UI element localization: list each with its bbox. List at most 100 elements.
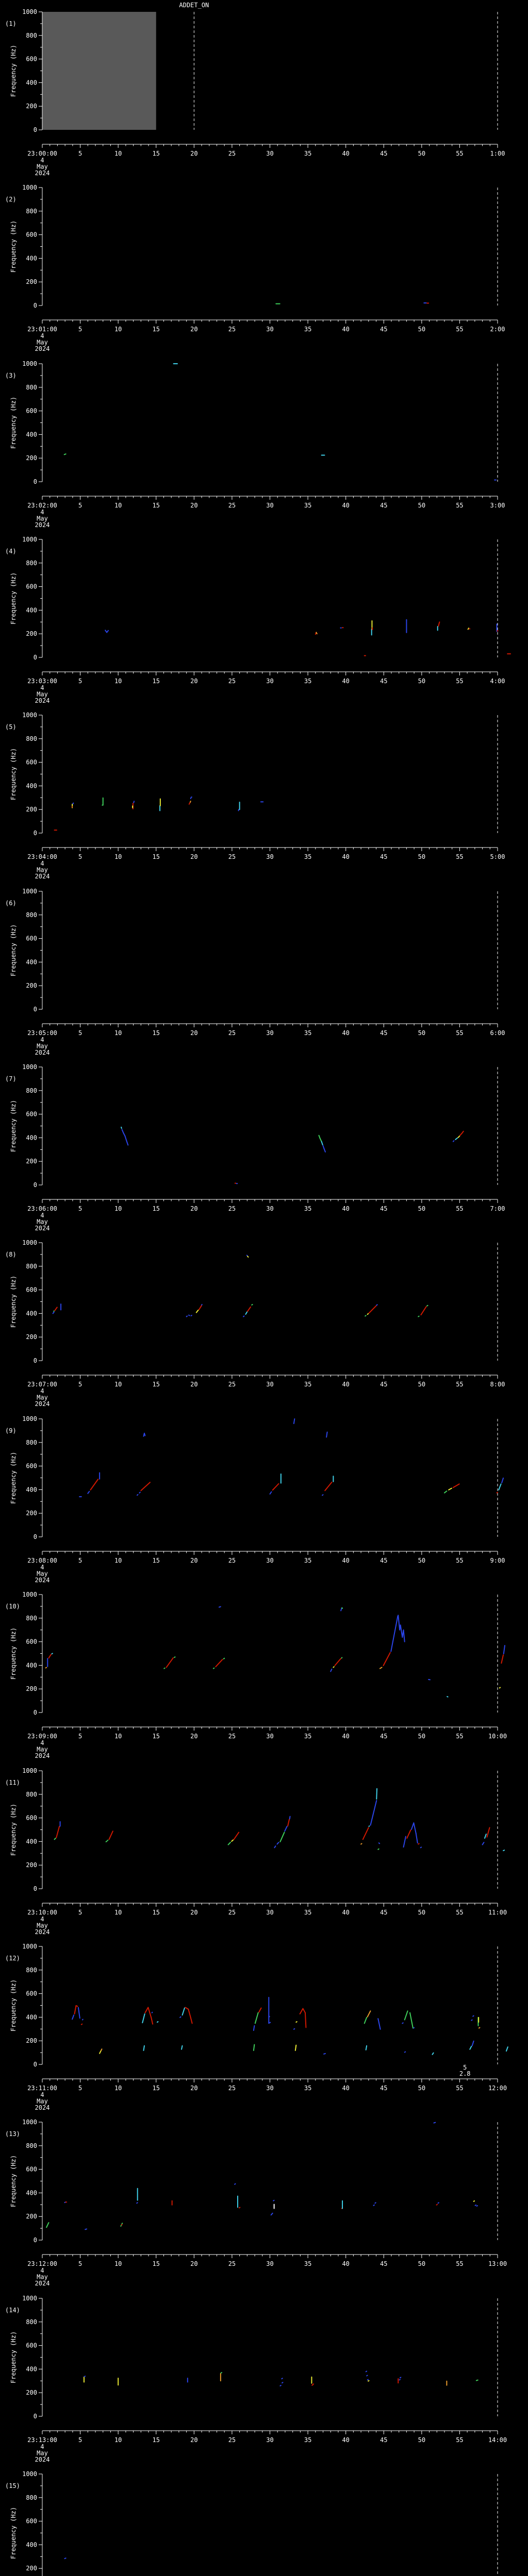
y-tick-label: 0 [34, 829, 37, 837]
detection-mark [455, 1137, 458, 1140]
y-tick-label: 800 [26, 2318, 37, 2326]
detection-mark [377, 2018, 381, 2030]
x-end-time-label: 7:00 [490, 1205, 505, 1212]
detection-mark [505, 2046, 508, 2052]
date-label: 4 [40, 1739, 44, 1747]
panel-7-canvas: 0 200 400 600 800 1000 Frequency (Hz) (7) 23:06:… [5, 1063, 505, 1231]
detection-mark [383, 1652, 391, 1666]
x-tick-label: 50 [418, 677, 425, 685]
x-tick-label: 25 [228, 853, 236, 860]
detection-mark [330, 1668, 333, 1672]
detection-mark [272, 1483, 279, 1491]
detection-mark [143, 1432, 146, 1436]
x-tick-label: 10 [114, 326, 122, 333]
detection-mark [54, 1307, 58, 1311]
x-tick-label: 50 [418, 326, 425, 333]
y-tick-label: 1000 [22, 184, 37, 191]
date-label: 2024 [35, 2104, 50, 2111]
x-tick-label: 25 [228, 502, 236, 509]
panel-3: 0 200 400 600 800 1000 Frequency (Hz) (3) 23:02:… [0, 352, 528, 528]
x-start-time-label: 23:01:00 [27, 326, 57, 333]
detection-mark [247, 1306, 251, 1312]
x-start-time-label: 23:02:00 [27, 502, 57, 509]
detection-mark [80, 2023, 83, 2025]
detection-mark [72, 2014, 75, 2020]
y-tick-label: 1000 [22, 360, 37, 367]
detection-mark [474, 2204, 477, 2206]
x-tick-label: 5 [78, 150, 82, 157]
x-tick-label: 15 [153, 1909, 160, 1916]
y-tick-label: 0 [34, 1709, 37, 1716]
y-axis-title: Frequency (Hz) [10, 1979, 17, 2031]
x-tick-label: 15 [153, 2260, 160, 2267]
x-tick-label: 35 [304, 1557, 311, 1564]
x-tick-label: 40 [342, 2436, 349, 2444]
x-tick-label: 20 [190, 150, 197, 157]
date-label: May [37, 339, 48, 346]
x-tick-label: 15 [153, 1205, 160, 1212]
detection-mark [469, 2045, 472, 2050]
y-tick-label: 200 [26, 454, 37, 462]
y-tick-label: 400 [26, 606, 37, 614]
y-tick-label: 600 [26, 231, 37, 239]
date-label: 4 [40, 2267, 44, 2274]
panel-8: 0 200 400 600 800 1000 Frequency (Hz) (8) 23:07:… [0, 1231, 528, 1407]
detection-mark [438, 621, 440, 627]
detection-mark [282, 2382, 284, 2384]
x-tick-label: 45 [380, 326, 387, 333]
x-tick-label: 45 [380, 853, 387, 860]
x-end-time-label: 4:00 [490, 677, 505, 685]
x-tick-label: 5 [78, 326, 82, 333]
y-tick-label: 1000 [22, 2119, 37, 2126]
detection-mark [486, 1827, 490, 1838]
y-tick-label: 0 [34, 1181, 37, 1189]
x-tick-label: 15 [153, 326, 160, 333]
x-tick-label: 45 [380, 2084, 387, 2092]
detection-mark [379, 1667, 383, 1669]
x-tick-label: 30 [266, 1381, 273, 1388]
panel-13: 0 200 400 600 800 1000 Frequency (Hz) (13) 23:12… [0, 2110, 528, 2286]
y-tick-label: 200 [26, 806, 37, 813]
x-start-time-label: 23:12:00 [27, 2260, 57, 2267]
y-tick-label: 1000 [22, 1767, 37, 1774]
detection-mark [373, 2204, 375, 2206]
detection-mark [54, 1837, 56, 1840]
x-tick-label: 55 [456, 150, 463, 157]
x-tick-label: 10 [114, 1381, 122, 1388]
x-tick-label: 40 [342, 853, 349, 860]
detection-mark [144, 2007, 149, 2013]
y-tick-label: 0 [34, 2236, 37, 2244]
x-tick-label: 15 [153, 1029, 160, 1037]
date-label: 4 [40, 1036, 44, 1043]
x-tick-label: 15 [153, 2084, 160, 2092]
panel-1-canvas: 0 200 400 600 800 1000 Frequency (Hz) (1) 23:00:… [5, 8, 505, 176]
x-end-time-label: 13:00 [488, 2260, 507, 2267]
detection-mark [376, 1304, 378, 1306]
x-tick-label: 25 [228, 150, 236, 157]
y-tick-label: 1000 [22, 2470, 37, 2478]
detection-mark [482, 1842, 485, 1845]
detection-mark [269, 1491, 272, 1495]
detection-mark [220, 2372, 223, 2374]
x-tick-label: 20 [190, 853, 197, 860]
panel-2: 0 200 400 600 800 1000 Frequency (Hz) (2) 23:01:… [0, 176, 528, 352]
date-label: May [37, 163, 48, 171]
date-label: 2024 [35, 2456, 50, 2463]
y-tick-label: 400 [26, 2541, 37, 2548]
x-tick-label: 35 [304, 2260, 311, 2267]
detection-mark [403, 1836, 406, 1848]
x-tick-label: 40 [342, 326, 349, 333]
detection-mark [322, 1145, 325, 1150]
x-tick-label: 20 [190, 1733, 197, 1740]
x-tick-label: 15 [153, 1557, 160, 1564]
y-tick-label: 800 [26, 1439, 37, 1446]
date-label: 2024 [35, 1225, 50, 1231]
y-tick-label: 800 [26, 2494, 37, 2501]
date-label: May [37, 2274, 48, 2281]
y-axis-title: Frequency (Hz) [10, 397, 17, 449]
y-tick-label: 200 [26, 630, 37, 637]
x-tick-label: 5 [78, 1557, 82, 1564]
y-tick-label: 800 [26, 208, 37, 215]
y-axis-title: Frequency (Hz) [10, 748, 17, 800]
